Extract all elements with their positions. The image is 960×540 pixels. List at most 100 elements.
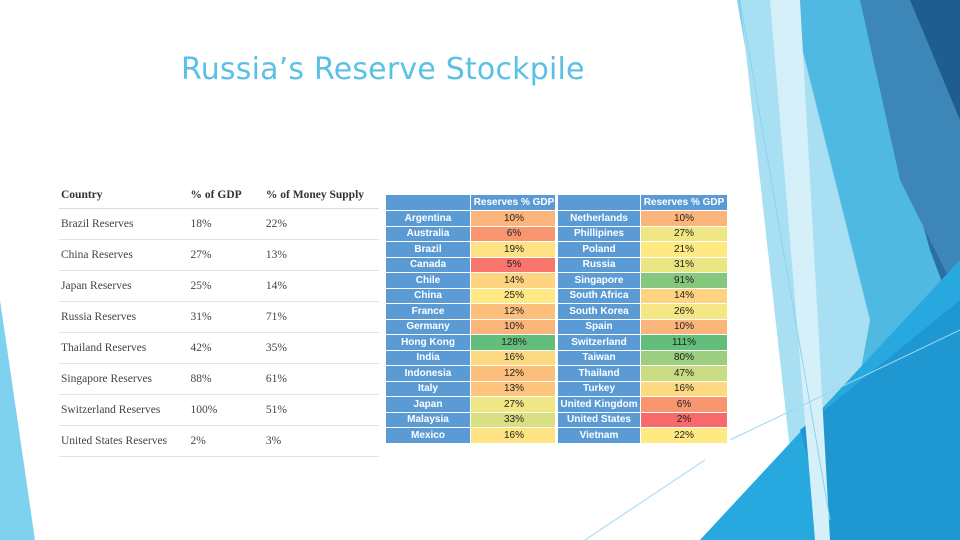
cell-pct-gdp: 27% xyxy=(188,239,264,271)
heatmap-country: Mexico xyxy=(385,427,471,444)
heatmap-country: Argentina xyxy=(385,210,471,227)
deco-line-1 xyxy=(739,0,831,521)
heatmap-country: Switzerland xyxy=(557,334,641,351)
heatmap-row: Italy 13% xyxy=(385,380,558,397)
deco-facet-4 xyxy=(900,0,960,260)
heatmap-row: Taiwan 80% xyxy=(557,349,728,366)
cell-pct-gdp: 18% xyxy=(188,208,264,240)
heatmap-row: Thailand 47% xyxy=(557,365,728,382)
cell-pct-gdp: 100% xyxy=(188,394,264,426)
heatmap-row: Argentina 10% xyxy=(385,210,558,227)
heatmap-country: Indonesia xyxy=(385,365,471,382)
reserves-gdp-heatmap-table-1: Reserves % GDP Argentina 10% Australia 6% Br… xyxy=(385,194,558,444)
heatmap-value: 22% xyxy=(640,427,728,444)
heatmap-value: 21% xyxy=(640,241,728,258)
heatmap-value: 27% xyxy=(640,225,728,242)
heatmap-value: 10% xyxy=(470,318,558,335)
cell-pct-money-supply: 71% xyxy=(263,301,379,333)
cell-pct-money-supply: 13% xyxy=(263,239,379,271)
heatmap-row: Indonesia 12% xyxy=(385,365,558,382)
slide-title: Russia’s Reserve Stockpile xyxy=(181,52,585,87)
heatmap-country: United States xyxy=(557,411,641,428)
heatmap-row: United Kingdom 6% xyxy=(557,396,728,413)
heatmap-row: United States 2% xyxy=(557,411,728,428)
heatmap-country: Russia xyxy=(557,256,641,273)
heatmap-country: Vietnam xyxy=(557,427,641,444)
cell-country: Brazil Reserves xyxy=(59,208,189,240)
heatmap-country: Canada xyxy=(385,256,471,273)
cell-pct-gdp: 31% xyxy=(188,301,264,333)
heatmap-country: South Africa xyxy=(557,287,641,304)
deco-facet-7 xyxy=(700,260,960,540)
heatmap-row: Phillipines 27% xyxy=(557,225,728,242)
heatmap-country: Australia xyxy=(385,225,471,242)
heatmap-country: Malaysia xyxy=(385,411,471,428)
heatmap-header-row: Reserves % GDP xyxy=(557,194,728,211)
heatmap-country: India xyxy=(385,349,471,366)
heatmap-header-reserves-gdp: Reserves % GDP xyxy=(470,194,558,211)
reserves-gdp-heatmap-table-2: Reserves % GDP Netherlands 10% Phillipines… xyxy=(557,194,728,444)
heatmap-row: Germany 10% xyxy=(385,318,558,335)
column-header-pct-money-supply: % of Money Supply xyxy=(263,182,379,209)
deco-facet-1 xyxy=(737,0,960,540)
cell-pct-money-supply: 51% xyxy=(263,394,379,426)
heatmap-country: Italy xyxy=(385,380,471,397)
heatmap-value: 6% xyxy=(640,396,728,413)
heatmap-value: 33% xyxy=(470,411,558,428)
cell-pct-money-supply: 61% xyxy=(263,363,379,395)
heatmap-value: 16% xyxy=(470,349,558,366)
heatmap-value: 31% xyxy=(640,256,728,273)
heatmap-value: 47% xyxy=(640,365,728,382)
heatmap-value: 10% xyxy=(640,318,728,335)
heatmap-value: 128% xyxy=(470,334,558,351)
heatmap-country: China xyxy=(385,287,471,304)
heatmap-row: China 25% xyxy=(385,287,558,304)
heatmap-value: 91% xyxy=(640,272,728,289)
table-row: Singapore Reserves 88% 61% xyxy=(59,363,379,395)
table-row: China Reserves 27% 13% xyxy=(59,239,379,271)
heatmap-row: Japan 27% xyxy=(385,396,558,413)
cell-pct-gdp: 25% xyxy=(188,270,264,302)
heatmap-row: Russia 31% xyxy=(557,256,728,273)
heatmap-row: Australia 6% xyxy=(385,225,558,242)
heatmap-value: 14% xyxy=(470,272,558,289)
cell-pct-gdp: 2% xyxy=(188,425,264,457)
cell-country: United States Reserves xyxy=(59,425,189,457)
heatmap-body-1: Argentina 10% Australia 6% Brazil 19% Canada 5%… xyxy=(385,210,558,444)
heatmap-row: Netherlands 10% xyxy=(557,210,728,227)
heatmap-value: 5% xyxy=(470,256,558,273)
heatmap-row: France 12% xyxy=(385,303,558,320)
heatmap-country: Phillipines xyxy=(557,225,641,242)
table-row: Russia Reserves 31% 71% xyxy=(59,301,379,333)
table-row: Japan Reserves 25% 14% xyxy=(59,270,379,302)
heatmap-row: Canada 5% xyxy=(385,256,558,273)
heatmap-country: Spain xyxy=(557,318,641,335)
heatmap-body-2: Netherlands 10% Phillipines 27% Poland 21% Rus… xyxy=(557,210,728,444)
cell-country: Russia Reserves xyxy=(59,301,189,333)
heatmap-row: South Korea 26% xyxy=(557,303,728,320)
heatmap-country: Thailand xyxy=(557,365,641,382)
deco-facet-9 xyxy=(770,0,830,540)
cell-pct-gdp: 88% xyxy=(188,363,264,395)
column-header-country: Country xyxy=(59,182,189,209)
heatmap-country: Germany xyxy=(385,318,471,335)
heatmap-header-row: Reserves % GDP xyxy=(385,194,558,211)
cell-pct-money-supply: 14% xyxy=(263,270,379,302)
deco-facet-5 xyxy=(860,0,960,300)
heatmap-country: Chile xyxy=(385,272,471,289)
table-row: Switzerland Reserves 100% 51% xyxy=(59,394,379,426)
deco-facet-2 xyxy=(760,0,960,540)
heatmap-value: 111% xyxy=(640,334,728,351)
heatmap-country: Singapore xyxy=(557,272,641,289)
heatmap-value: 14% xyxy=(640,287,728,304)
heatmap-country: Netherlands xyxy=(557,210,641,227)
table-separator xyxy=(555,194,557,445)
heatmap-value: 2% xyxy=(640,411,728,428)
cell-country: Thailand Reserves xyxy=(59,332,189,364)
table-row: Brazil Reserves 18% 22% xyxy=(59,208,379,240)
heatmap-row: Vietnam 22% xyxy=(557,427,728,444)
heatmap-value: 16% xyxy=(470,427,558,444)
heatmap-country: Turkey xyxy=(557,380,641,397)
heatmap-country: United Kingdom xyxy=(557,396,641,413)
heatmap-value: 10% xyxy=(640,210,728,227)
